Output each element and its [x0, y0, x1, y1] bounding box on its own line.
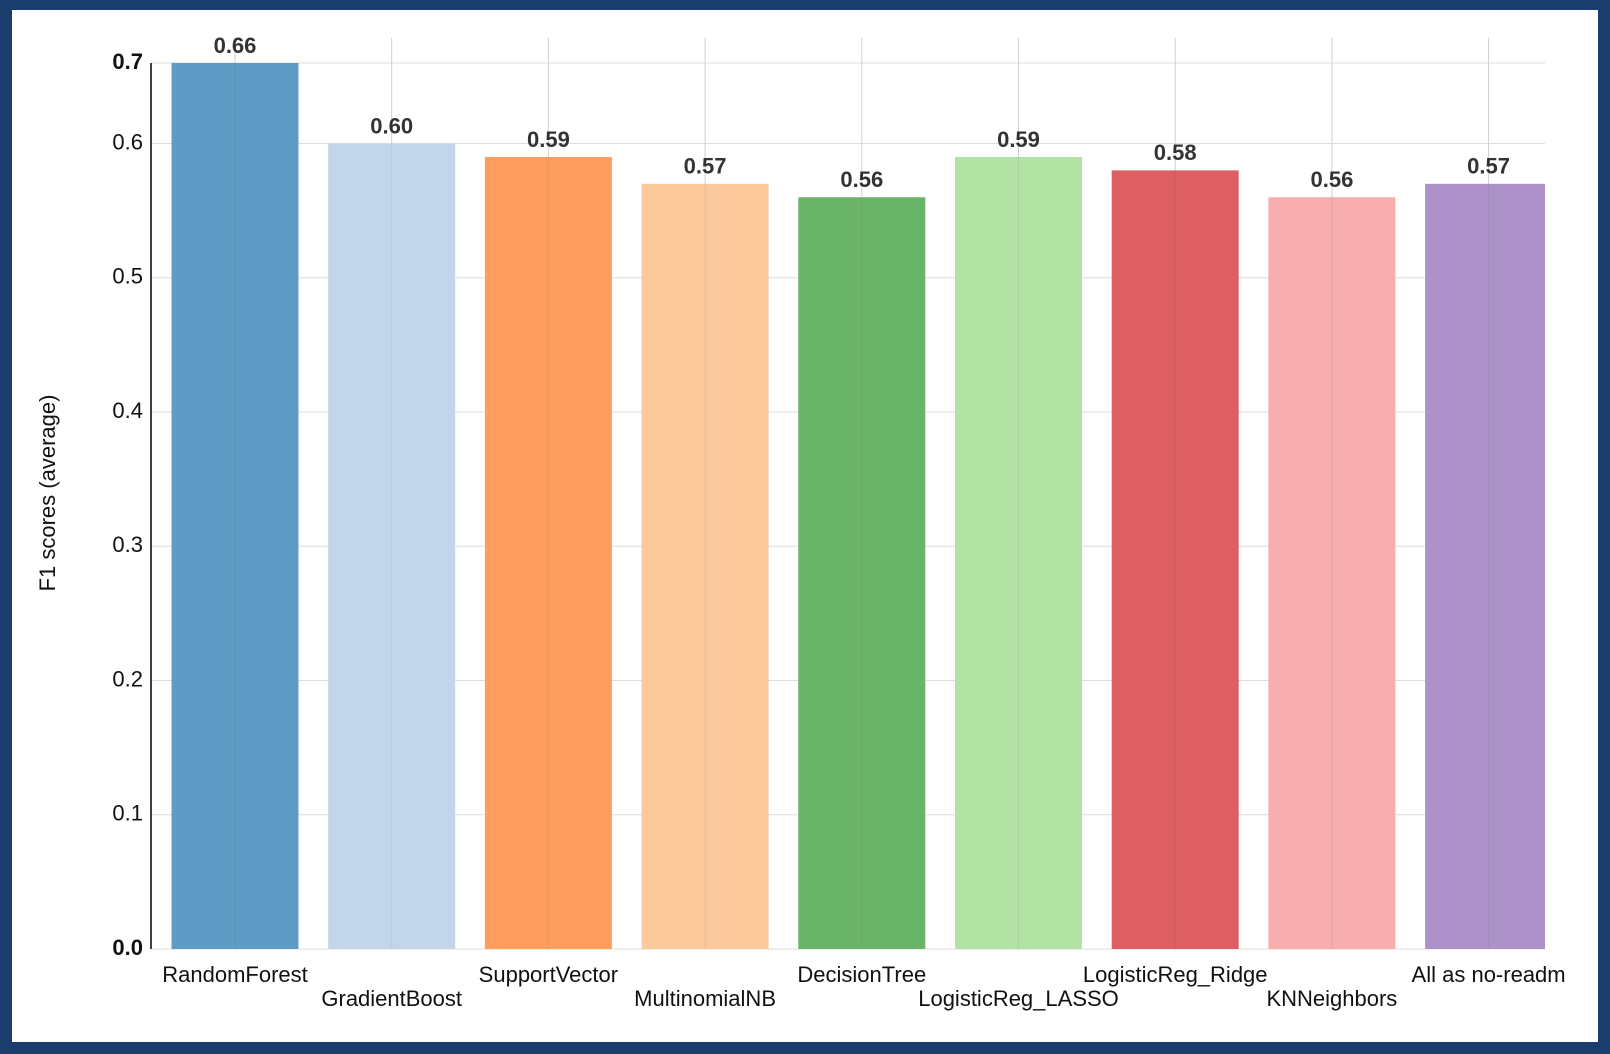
y-tick-label: 0.4: [112, 398, 143, 423]
x-tick-label: KNNeighbors: [1266, 986, 1397, 1011]
value-label: 0.57: [1467, 154, 1510, 179]
y-tick-label: 0.7: [112, 49, 143, 74]
value-label: 0.56: [840, 167, 883, 192]
bar: [1111, 170, 1239, 950]
bar: [171, 63, 299, 949]
value-label: 0.59: [527, 127, 570, 152]
y-tick-label: 0.0: [112, 935, 143, 960]
y-tick-label: 0.5: [112, 264, 143, 289]
y-tick-label: 0.2: [112, 666, 143, 691]
value-label: 0.60: [370, 113, 413, 138]
x-tick-label: LogisticReg_LASSO: [918, 986, 1119, 1011]
x-tick-label: GradientBoost: [321, 986, 462, 1011]
value-label: 0.56: [1310, 167, 1353, 192]
value-label: 0.57: [684, 154, 727, 179]
x-tick-label: DecisionTree: [797, 962, 926, 987]
y-tick-label: 0.3: [112, 532, 143, 557]
bar: [955, 156, 1082, 949]
x-tick-label: LogisticReg_Ridge: [1083, 962, 1268, 987]
bar: [484, 156, 612, 949]
y-tick-label: 0.6: [112, 129, 143, 154]
bar: [1268, 197, 1396, 949]
x-tick-label: MultinomialNB: [634, 986, 776, 1011]
x-tick-label: All as no-readm: [1412, 962, 1566, 987]
x-tick-label: SupportVector: [479, 962, 618, 987]
x-tick-label: RandomForest: [162, 962, 308, 987]
value-label: 0.58: [1154, 140, 1197, 165]
bar: [641, 183, 769, 949]
bar: [1425, 183, 1545, 949]
bar: [798, 197, 926, 949]
y-tick-label: 0.1: [112, 801, 143, 826]
value-label: 0.59: [997, 127, 1040, 152]
value-label: 0.66: [214, 33, 257, 58]
y-axis-label: F1 scores (average): [35, 395, 60, 592]
bar: [328, 143, 456, 949]
